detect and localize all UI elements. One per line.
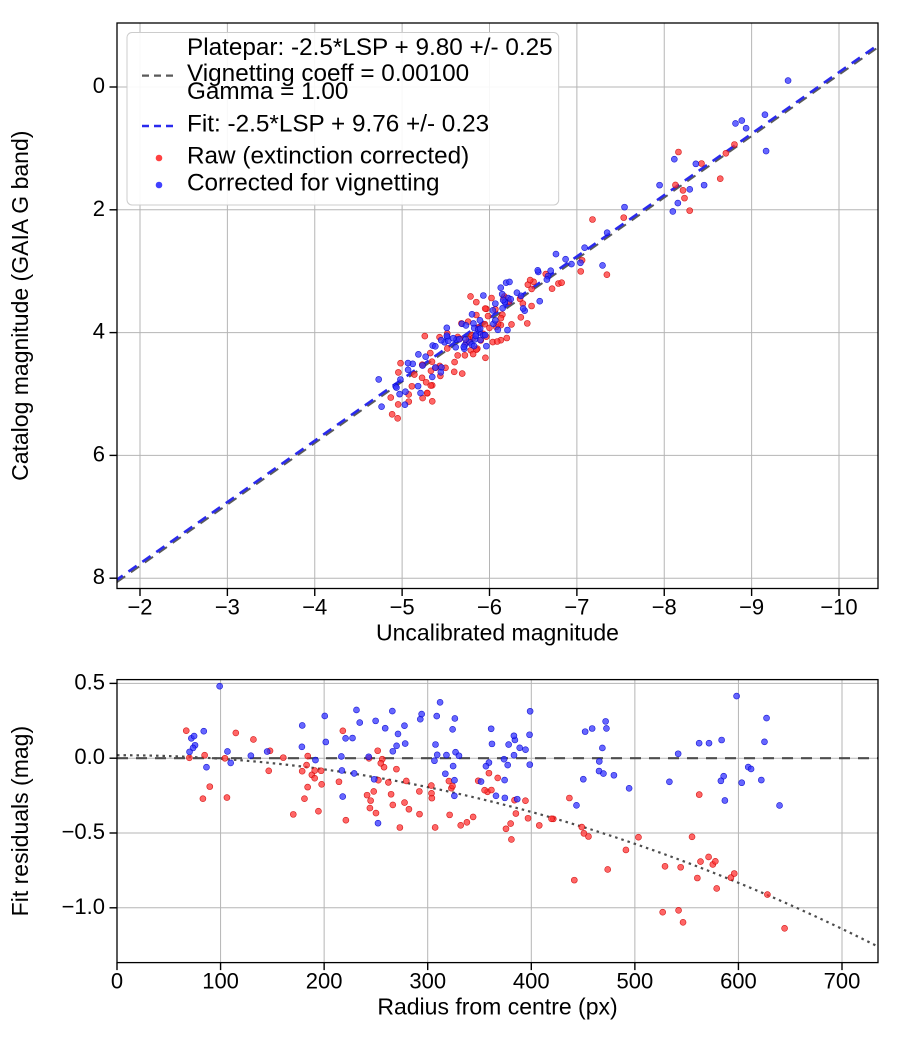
svg-text:2: 2 [93, 196, 105, 221]
svg-text:300: 300 [409, 969, 446, 994]
svg-text:0: 0 [111, 969, 123, 994]
svg-text:700: 700 [824, 969, 861, 994]
svg-text:Uncalibrated magnitude: Uncalibrated magnitude [376, 620, 619, 646]
svg-text:Catalog magnitude (GAIA G band: Catalog magnitude (GAIA G band) [7, 131, 33, 481]
svg-text:−9: −9 [739, 595, 764, 620]
svg-text:−6: −6 [477, 595, 502, 620]
svg-text:4: 4 [93, 319, 105, 344]
svg-text:6: 6 [93, 441, 105, 466]
svg-text:200: 200 [306, 969, 343, 994]
svg-text:−0.5: −0.5 [62, 819, 105, 844]
svg-text:−5: −5 [390, 595, 415, 620]
svg-text:Fit residuals (mag): Fit residuals (mag) [7, 726, 33, 916]
svg-text:−3: −3 [215, 595, 240, 620]
svg-text:500: 500 [617, 969, 654, 994]
svg-text:Platepar: -2.5*LSP + 9.80 +/-: Platepar: -2.5*LSP + 9.80 +/- 0.25 [187, 34, 553, 61]
svg-text:0: 0 [93, 73, 105, 98]
svg-text:Radius from centre (px): Radius from centre (px) [377, 994, 617, 1020]
svg-text:−2: −2 [127, 595, 152, 620]
svg-text:−7: −7 [564, 595, 589, 620]
svg-text:400: 400 [513, 969, 550, 994]
svg-text:Gamma = 1.00: Gamma = 1.00 [187, 78, 348, 105]
svg-text:0.0: 0.0 [74, 744, 105, 769]
svg-text:Fit: -2.5*LSP + 9.76 +/- 0.23: Fit: -2.5*LSP + 9.76 +/- 0.23 [187, 111, 489, 138]
svg-text:−8: −8 [652, 595, 677, 620]
svg-text:−1.0: −1.0 [62, 894, 105, 919]
svg-text:Corrected for vignetting: Corrected for vignetting [187, 170, 440, 197]
svg-text:−4: −4 [302, 595, 327, 620]
svg-text:Raw (extinction corrected): Raw (extinction corrected) [187, 143, 469, 170]
svg-text:100: 100 [202, 969, 239, 994]
svg-text:600: 600 [720, 969, 757, 994]
svg-text:0.5: 0.5 [74, 669, 105, 694]
svg-text:−10: −10 [820, 595, 857, 620]
svg-text:8: 8 [93, 564, 105, 589]
